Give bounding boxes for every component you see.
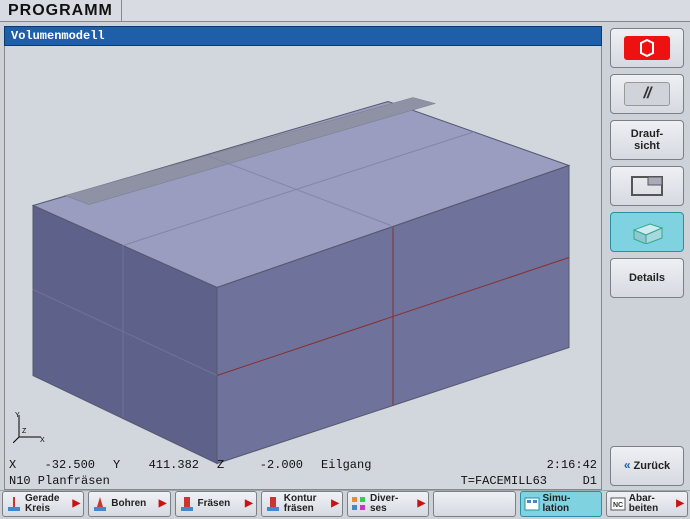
sk-diverses[interactable]: Diver- ses ▶ xyxy=(347,491,429,517)
sk-empty xyxy=(433,491,515,517)
svg-text:Z: Z xyxy=(22,428,27,435)
stop-icon xyxy=(638,39,656,57)
sk-label: Kontur fräsen xyxy=(284,494,317,514)
sk-simulation[interactable]: Simu- lation xyxy=(520,491,602,517)
sk-label: Diver- ses xyxy=(370,494,398,514)
x-label: X xyxy=(9,458,23,472)
y-value: 411.382 xyxy=(127,458,217,472)
back-label: Zurück xyxy=(634,460,671,472)
chevron-icon: ▶ xyxy=(331,499,339,509)
chevron-icon: ▶ xyxy=(418,499,426,509)
sk-label: Gerade Kreis xyxy=(25,494,59,514)
sim-icon xyxy=(524,495,540,513)
nc-icon: NC xyxy=(610,495,626,513)
override-button[interactable]: // xyxy=(610,74,684,114)
back-button[interactable]: « Zurück xyxy=(610,446,684,486)
front-view-button[interactable] xyxy=(610,166,684,206)
sk-abarbeiten[interactable]: NC Abar- beiten ▶ xyxy=(606,491,688,517)
details-button[interactable]: Details xyxy=(610,258,684,298)
vertical-softkeys: // Drauf- sicht Details « Zurück xyxy=(606,22,690,490)
main-row: Volumenmodell xyxy=(0,22,690,490)
runtime: 2:16:42 xyxy=(547,458,597,472)
chevron-icon: ▶ xyxy=(245,499,253,509)
front-view-icon xyxy=(630,175,664,197)
z-value: -2.000 xyxy=(231,458,321,472)
view-title: Volumenmodell xyxy=(4,26,602,46)
iso-view-button[interactable] xyxy=(610,212,684,252)
axis-indicator: Y X Z xyxy=(13,409,47,443)
sk-gerade-kreis[interactable]: Gerade Kreis ▶ xyxy=(2,491,84,517)
stop-button[interactable] xyxy=(610,28,684,68)
sk-label: Simu- lation xyxy=(543,494,571,514)
chevron-icon: ▶ xyxy=(676,499,684,509)
x-value: -32.500 xyxy=(23,458,113,472)
program-line: N10 Planfräsen xyxy=(9,474,110,488)
sk-konturfraesen[interactable]: Kontur fräsen ▶ xyxy=(261,491,343,517)
svg-text:X: X xyxy=(40,437,45,443)
status-bar: X -32.500 Y 411.382 Z -2.000 Eilgang 2:1… xyxy=(5,457,601,489)
simulation-canvas: Y X Z X -32.500 Y 411.382 Z -2.000 Eilga… xyxy=(4,46,602,490)
drill-icon xyxy=(92,495,108,513)
view-area: Volumenmodell xyxy=(0,22,606,490)
contour-icon xyxy=(265,495,281,513)
volume-model-svg xyxy=(5,46,601,489)
z-label: Z xyxy=(217,458,231,472)
header-title: PROGRAMM xyxy=(0,0,122,21)
feed-mode: Eilgang xyxy=(321,458,371,472)
back-chevron-icon: « xyxy=(624,459,631,472)
cube-icon xyxy=(628,220,666,244)
horizontal-softkeys: Gerade Kreis ▶ Bohren ▶ Fräsen ▶ Kontur … xyxy=(0,490,690,519)
tool-name: T=FACEMILL63 xyxy=(461,474,547,488)
sk-fraesen[interactable]: Fräsen ▶ xyxy=(175,491,257,517)
svg-text:NC: NC xyxy=(613,502,623,509)
sk-bohren[interactable]: Bohren ▶ xyxy=(88,491,170,517)
app-header: PROGRAMM xyxy=(0,0,690,22)
top-view-button[interactable]: Drauf- sicht xyxy=(610,120,684,160)
y-label: Y xyxy=(113,458,127,472)
sk-label: Fräsen xyxy=(198,499,231,509)
sk-label: Abar- beiten xyxy=(629,494,658,514)
line-circle-icon xyxy=(6,495,22,513)
d-corr: D1 xyxy=(547,474,597,488)
sk-label: Bohren xyxy=(111,499,146,509)
mill-icon xyxy=(179,495,195,513)
misc-icon xyxy=(351,495,367,513)
chevron-icon: ▶ xyxy=(159,499,167,509)
fast-forward-icon: // xyxy=(624,82,670,106)
chevron-icon: ▶ xyxy=(73,499,81,509)
svg-text:Y: Y xyxy=(15,412,20,419)
